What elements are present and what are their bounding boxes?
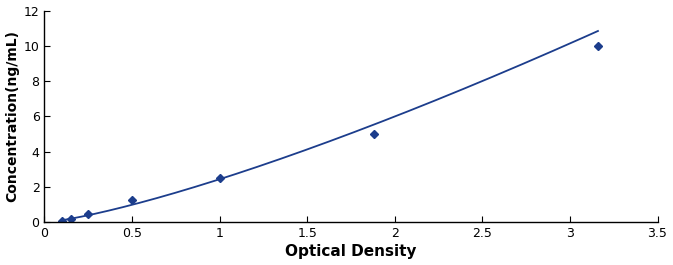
- X-axis label: Optical Density: Optical Density: [285, 244, 417, 259]
- Y-axis label: Concentration(ng/mL): Concentration(ng/mL): [5, 30, 20, 202]
